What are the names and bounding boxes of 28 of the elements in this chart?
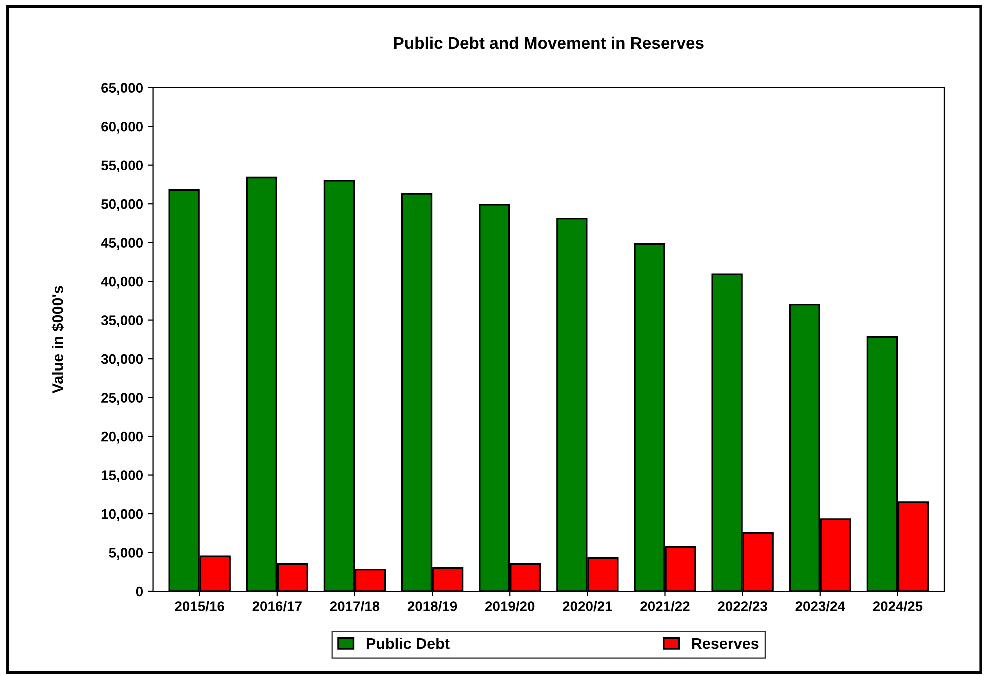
legend-label: Reserves — [692, 638, 759, 650]
y-tick-label: 40,000 — [101, 276, 144, 289]
x-tick-label: 2021/22 — [640, 601, 690, 612]
x-tick-label: 2016/17 — [252, 601, 302, 612]
y-axis-title: Value in $000's — [52, 286, 64, 394]
y-tick-label: 20,000 — [102, 432, 144, 444]
x-tick-label: 2024/25 — [873, 601, 923, 612]
x-tick-label: 2023/24 — [796, 601, 846, 612]
y-tick-label: 35,000 — [101, 316, 144, 328]
x-tick-label: 2020/21 — [563, 601, 612, 612]
y-tick-label: 60,000 — [102, 122, 144, 134]
legend-label: Public Debt — [366, 638, 450, 650]
y-tick-label: 10,000 — [102, 509, 144, 522]
y-tick-label: 55,000 — [102, 160, 144, 173]
y-tick-label: 65,000 — [102, 83, 144, 96]
x-tick-label: 2018/19 — [408, 601, 458, 612]
x-tick-label: 2019/20 — [485, 601, 535, 612]
y-tick-label: 5,000 — [109, 548, 144, 560]
y-tick-label: 30,000 — [101, 354, 144, 366]
y-tick-label: 0 — [136, 586, 144, 597]
x-tick-label: 2022/23 — [718, 601, 768, 612]
y-tick-label: 15,000 — [102, 470, 144, 482]
y-tick-label: 45,000 — [101, 238, 144, 250]
y-tick-label: 50,000 — [102, 199, 144, 212]
x-tick-label: 2015/16 — [175, 601, 224, 612]
y-tick-label: 25,000 — [102, 393, 144, 405]
x-tick-label: 2017/18 — [330, 601, 380, 612]
chart-title: Public Debt and Movement in Reserves — [394, 36, 704, 50]
